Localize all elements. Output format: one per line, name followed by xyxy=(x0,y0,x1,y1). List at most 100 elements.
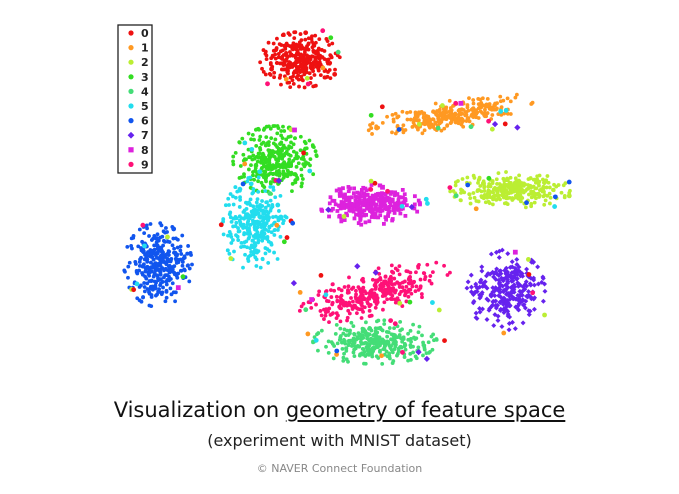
data-point xyxy=(470,291,476,297)
data-point xyxy=(316,348,320,353)
data-point xyxy=(485,195,490,200)
data-point xyxy=(258,215,263,220)
data-point xyxy=(238,195,242,200)
data-point xyxy=(392,276,397,281)
data-point xyxy=(520,320,526,326)
data-point xyxy=(142,281,147,285)
data-point xyxy=(472,195,477,200)
data-point xyxy=(332,288,337,293)
data-point xyxy=(286,152,291,157)
data-point xyxy=(530,259,536,265)
data-point xyxy=(291,142,296,147)
data-point xyxy=(493,249,499,255)
data-point xyxy=(373,215,378,220)
data-point xyxy=(267,249,272,253)
data-point xyxy=(507,296,513,302)
data-point xyxy=(190,262,194,267)
data-point xyxy=(504,303,510,309)
data-point xyxy=(367,304,372,309)
data-point xyxy=(276,126,281,131)
data-point xyxy=(332,198,337,203)
data-point xyxy=(520,298,526,304)
data-point xyxy=(417,324,422,329)
data-point xyxy=(389,337,393,342)
data-point xyxy=(324,289,329,293)
data-point xyxy=(154,236,159,241)
data-point xyxy=(496,293,502,299)
data-point xyxy=(290,189,294,194)
data-point xyxy=(476,97,481,101)
data-point xyxy=(292,30,297,35)
outlier-point xyxy=(530,290,536,296)
data-point xyxy=(481,196,486,201)
data-point xyxy=(277,153,282,158)
data-point xyxy=(477,306,483,311)
data-point xyxy=(302,72,307,77)
data-point xyxy=(364,213,369,217)
data-point xyxy=(491,271,497,277)
data-point xyxy=(514,267,520,273)
data-point xyxy=(282,160,287,164)
outlier-point xyxy=(447,185,453,190)
data-point xyxy=(261,140,266,145)
data-point xyxy=(397,272,402,277)
data-point xyxy=(492,193,497,198)
data-point xyxy=(281,63,286,68)
data-point xyxy=(272,124,277,128)
data-point xyxy=(289,140,293,145)
data-point xyxy=(367,195,372,200)
data-point xyxy=(318,62,323,67)
legend-box xyxy=(117,24,153,174)
data-point xyxy=(237,205,242,209)
outlier-point xyxy=(468,124,474,130)
data-point xyxy=(299,52,303,57)
data-point xyxy=(412,335,416,340)
data-point xyxy=(283,58,288,63)
data-point xyxy=(290,46,295,51)
data-point xyxy=(241,226,246,230)
data-point xyxy=(408,351,413,356)
data-point xyxy=(277,173,282,178)
data-point xyxy=(364,345,369,350)
data-point xyxy=(367,314,372,319)
data-point xyxy=(487,189,492,194)
caption-title-link[interactable]: geometry of feature space xyxy=(285,398,566,422)
data-point xyxy=(137,264,142,268)
data-point xyxy=(346,333,351,337)
data-point xyxy=(269,242,274,247)
data-point xyxy=(378,349,382,354)
data-point xyxy=(379,208,384,213)
data-point xyxy=(366,128,371,133)
data-point xyxy=(348,328,352,333)
data-point xyxy=(245,179,250,184)
data-point xyxy=(236,229,241,234)
data-point xyxy=(401,195,405,200)
data-point xyxy=(253,127,258,132)
data-point xyxy=(504,196,509,201)
data-point xyxy=(408,345,413,349)
data-point xyxy=(527,281,533,287)
data-point xyxy=(425,262,430,267)
data-point xyxy=(293,136,297,141)
data-point xyxy=(358,199,362,203)
data-point xyxy=(283,46,288,51)
data-point xyxy=(400,304,405,308)
data-point xyxy=(427,116,432,121)
data-point xyxy=(347,195,352,200)
data-point xyxy=(403,347,408,352)
data-point xyxy=(256,240,261,245)
data-point xyxy=(527,308,533,314)
data-point xyxy=(383,198,387,203)
data-point xyxy=(187,266,192,271)
data-point xyxy=(317,37,322,42)
data-point xyxy=(272,70,277,75)
data-point xyxy=(357,191,362,196)
data-point xyxy=(406,358,410,363)
data-point xyxy=(374,124,379,129)
data-point xyxy=(172,250,176,255)
outlier-point xyxy=(440,103,445,108)
data-point xyxy=(516,301,522,307)
data-point xyxy=(365,198,370,203)
data-point xyxy=(319,313,324,318)
data-point xyxy=(265,159,270,164)
